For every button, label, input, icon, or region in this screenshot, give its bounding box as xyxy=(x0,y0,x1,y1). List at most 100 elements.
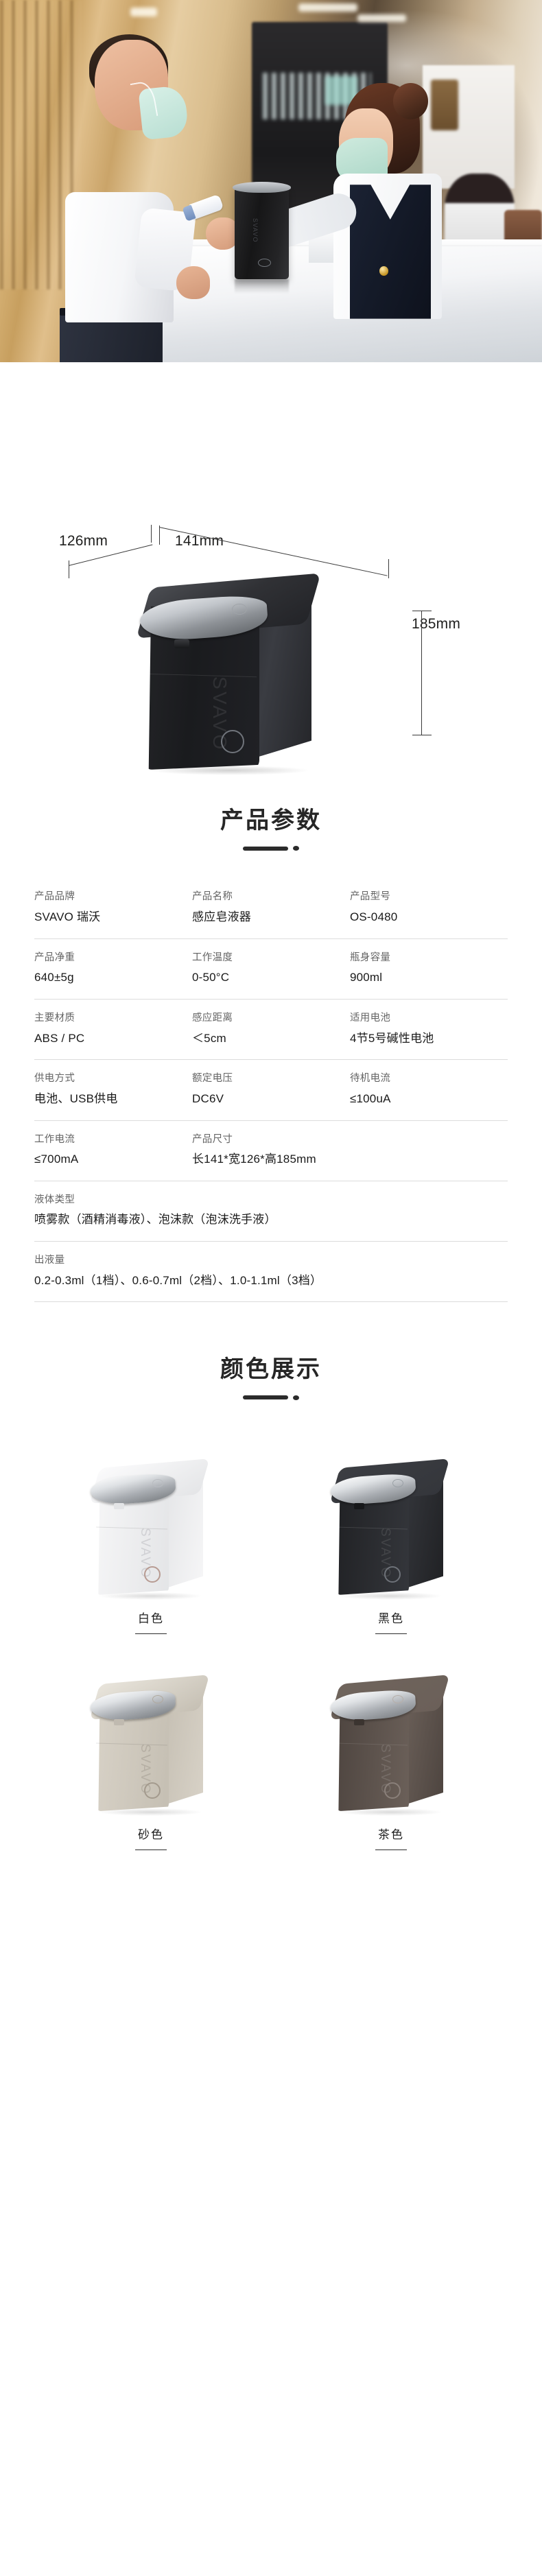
product-drop-shadow xyxy=(97,1808,203,1817)
hero-dispenser-reflection xyxy=(235,279,290,294)
dimension-height-label: 185mm xyxy=(412,616,461,632)
spec-value: 电池、USB供电 xyxy=(34,1091,118,1105)
product-button-ring-icon xyxy=(144,1565,161,1583)
hero-man-hands xyxy=(176,266,210,299)
spec-value: 640±5g xyxy=(34,971,74,984)
hero-dispenser-button-ring-icon xyxy=(258,258,271,268)
color-variant-label: 砂色 xyxy=(138,1828,164,1842)
spec-key: 产品尺寸 xyxy=(191,1133,233,1145)
color-label-underline xyxy=(135,1633,167,1635)
dimension-depth-tick-right xyxy=(388,559,390,578)
spec-value: DC6V xyxy=(191,1091,224,1105)
hero-lifestyle-photo: SVAVO xyxy=(0,0,542,362)
power-button-icon xyxy=(152,1695,163,1704)
product-unit: SVAVO xyxy=(329,1456,450,1600)
hero-woman-hair-bun xyxy=(392,83,429,120)
spec-cell: 待机电流 ≤100uA xyxy=(350,1070,508,1109)
product-drop-shadow xyxy=(97,1592,203,1600)
hero-wall-emblem xyxy=(431,80,458,131)
power-button-icon xyxy=(152,1478,163,1487)
color-product-image: SVAVO xyxy=(31,1441,271,1600)
product-nozzle xyxy=(174,639,189,648)
spec-value: ≤700mA xyxy=(34,1153,79,1166)
product-drop-shadow xyxy=(338,1592,443,1600)
product-nozzle xyxy=(354,1502,364,1509)
color-variant-label: 黑色 xyxy=(378,1611,404,1625)
spec-cell: 感应距离 ＜5cm xyxy=(192,1009,350,1048)
product-nozzle xyxy=(114,1719,124,1726)
color-variant-tea[interactable]: SVAVO 茶色 xyxy=(271,1657,511,1851)
hero-woman-vest-button xyxy=(379,266,389,276)
product-button-ring-icon xyxy=(221,730,244,753)
dimension-width-label: 126mm xyxy=(59,533,108,549)
dimension-depth-tick-left xyxy=(159,525,161,545)
spec-cell: 产品尺寸 长141*宽126*高185mm xyxy=(192,1131,350,1170)
product-button-ring-icon xyxy=(144,1782,161,1799)
spec-cell: 工作温度 0-50°C xyxy=(192,949,350,988)
product-unit: SVAVO xyxy=(89,1456,210,1600)
spec-cell: 主要材质 ABS / PC xyxy=(34,1009,192,1048)
colors-heading-block: 颜色展示 xyxy=(0,1356,542,1400)
product-unit: SVAVO xyxy=(89,1673,210,1817)
dimension-width-tick-right xyxy=(151,525,152,543)
hero-woman-hand xyxy=(206,217,239,250)
spec-value: ≤100uA xyxy=(349,1091,391,1105)
spec-key: 出液量 xyxy=(34,1255,65,1266)
product-nozzle xyxy=(354,1719,364,1726)
spec-key: 液体类型 xyxy=(34,1194,75,1205)
table-row: 主要材质 ABS / PC 感应距离 ＜5cm 适用电池 4节5号碱性电池 xyxy=(34,1000,508,1061)
color-variant-white[interactable]: SVAVO 白色 xyxy=(31,1441,271,1635)
rule-dot-icon xyxy=(293,1395,299,1400)
color-variant-label: 茶色 xyxy=(378,1828,404,1842)
colors-title: 颜色展示 xyxy=(220,1356,322,1383)
spec-cell: 产品品牌 SVAVO 瑞沃 xyxy=(34,888,192,927)
spec-cell: 产品型号 OS-0480 xyxy=(350,888,508,927)
spec-cell: 瓶身容量 900ml xyxy=(350,949,508,988)
spec-key: 产品型号 xyxy=(349,891,391,903)
hero-ceiling-light xyxy=(298,3,358,12)
hero-soap-dispenser: SVAVO xyxy=(232,182,292,279)
dimension-diagram: 126mm 141mm 185mm SVAVO xyxy=(0,362,542,788)
product-unit: SVAVO xyxy=(329,1673,450,1817)
product-drop-shadow xyxy=(148,766,310,775)
product-drop-shadow xyxy=(338,1808,443,1817)
spec-value: 喷雾款（酒精消毒液）、泡沫款（泡沫洗手液） xyxy=(34,1213,276,1227)
spec-value: 感应皂液器 xyxy=(191,910,251,923)
product-button-ring-icon xyxy=(384,1782,401,1799)
product-nozzle xyxy=(114,1502,124,1509)
color-product-image: SVAVO xyxy=(271,1657,511,1817)
spec-value: 长141*宽126*高185mm xyxy=(191,1153,316,1166)
spec-cell: 适用电池 4节5号碱性电池 xyxy=(350,1009,508,1048)
spec-key: 工作温度 xyxy=(191,952,233,963)
hero-ceiling-light xyxy=(130,7,158,17)
rule-bar-icon xyxy=(243,1395,288,1400)
spec-cell: 供电方式 电池、USB供电 xyxy=(34,1070,192,1109)
power-button-icon xyxy=(392,1695,403,1704)
table-row: 出液量 0.2-0.3ml（1档）、0.6-0.7ml（2档）、1.0-1.1m… xyxy=(34,1242,508,1303)
spec-value: ＜5cm xyxy=(191,1031,226,1045)
spec-table: 产品品牌 SVAVO 瑞沃 产品名称 感应皂液器 产品型号 OS-0480 产品… xyxy=(34,878,508,1303)
color-product-image: SVAVO xyxy=(31,1657,271,1817)
product-detail-page: SVAVO 126mm 141mm 185mm SVAVO xyxy=(0,0,542,1882)
spec-cell-empty xyxy=(350,1131,508,1170)
specs-heading-block: 产品参数 xyxy=(0,807,542,851)
table-row: 工作电流 ≤700mA 产品尺寸 长141*宽126*高185mm xyxy=(34,1121,508,1181)
spec-value: SVAVO 瑞沃 xyxy=(34,910,101,923)
spec-key: 工作电流 xyxy=(34,1133,75,1145)
dimension-depth-label: 141mm xyxy=(175,533,224,549)
power-button-icon xyxy=(392,1478,403,1487)
spec-cell: 液体类型 喷雾款（酒精消毒液）、泡沫款（泡沫洗手液） xyxy=(34,1191,508,1230)
product-button-ring-icon xyxy=(384,1565,401,1583)
color-variant-sand[interactable]: SVAVO 砂色 xyxy=(31,1657,271,1851)
color-variant-label: 白色 xyxy=(138,1611,164,1625)
table-row: 液体类型 喷雾款（酒精消毒液）、泡沫款（泡沫洗手液） xyxy=(34,1181,508,1242)
dimension-product-render: SVAVO xyxy=(136,568,322,775)
spec-value: 0-50°C xyxy=(191,971,230,984)
spec-key: 主要材质 xyxy=(34,1012,75,1024)
spec-cell: 工作电流 ≤700mA xyxy=(34,1131,192,1170)
color-variant-black[interactable]: SVAVO 黑色 xyxy=(271,1441,511,1635)
spec-key: 感应距离 xyxy=(191,1012,233,1024)
spec-value: OS-0480 xyxy=(349,910,398,923)
spec-value: 0.2-0.3ml（1档）、0.6-0.7ml（2档）、1.0-1.1ml（3档… xyxy=(34,1273,322,1287)
spec-cell: 出液量 0.2-0.3ml（1档）、0.6-0.7ml（2档）、1.0-1.1m… xyxy=(34,1251,508,1290)
